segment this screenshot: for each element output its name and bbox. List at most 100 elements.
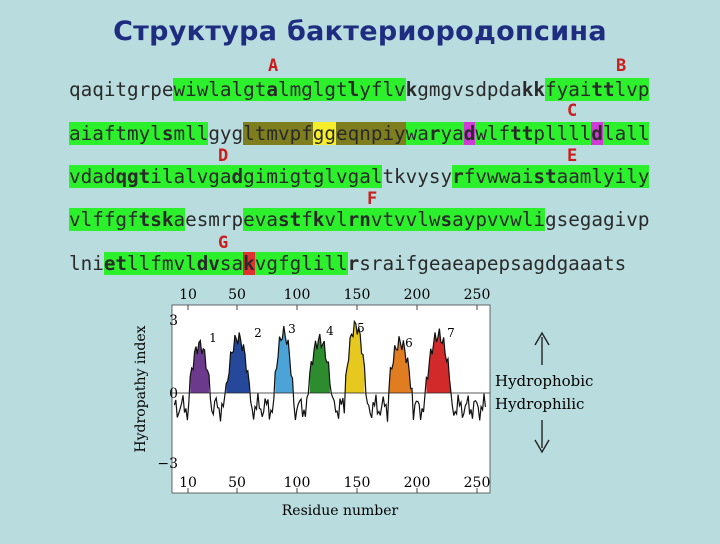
sequence-segment: wiwlalgt: [173, 78, 267, 101]
hydropathy-plot-svg: 10 50 100 150 200 250 10 50 100 150 200 …: [133, 287, 593, 519]
sequence-segment: f: [301, 208, 313, 231]
slide-title: Структура бактериородопсина: [113, 16, 607, 47]
segment-label-5: 5: [357, 321, 365, 335]
sequence-segment: aamlyily: [556, 165, 650, 188]
sequence-line-2: aiaftmylsmllgygltmvpfggeqnpiywaryadwlftt…: [69, 122, 650, 146]
sequence-segment: tkvysy: [382, 165, 453, 188]
sequence-segment: dv: [196, 252, 220, 275]
hydrophobic-segment-7: [426, 328, 451, 393]
sequence-segment: tsk: [138, 208, 174, 231]
sequence-segment: lni: [69, 252, 104, 275]
sequence-segment: r: [347, 252, 360, 275]
sequence-segment: gmgvsdpda: [417, 78, 522, 101]
sequence-segment: lmglgt: [277, 78, 348, 101]
x-tick-top-100: 100: [284, 287, 311, 303]
x-tick-bottom-150: 150: [344, 475, 371, 491]
hydrophilic-label: Hydrophilic: [495, 395, 584, 413]
hydrophobic-arrow: [534, 331, 550, 365]
sequence-segment: st: [533, 165, 557, 188]
sequence-segment: fyai: [544, 78, 592, 101]
sequence-segment: l: [347, 78, 360, 101]
sequence-segment: wa: [405, 122, 429, 145]
helix-label-c: C: [567, 101, 578, 121]
hydropathy-trace: [173, 319, 486, 422]
sequence-segment: gimigtglvgal: [243, 165, 383, 188]
plot-frame: [171, 304, 491, 494]
sequence-segment: d: [591, 122, 604, 145]
sequence-segment: mll: [173, 122, 209, 145]
sequence-segment: vl: [324, 208, 348, 231]
sequence-segment: gyg: [208, 122, 244, 145]
x-tick-top-150: 150: [344, 287, 371, 303]
y-tick-neg3: −3: [157, 456, 178, 472]
sequence-segment: ya: [440, 122, 464, 145]
sequence-segment: s: [161, 122, 174, 145]
x-tick-top-200: 200: [404, 287, 431, 303]
sequence-segment: qaqitgrpe: [69, 78, 174, 101]
sequence-segment: vlffgf: [69, 208, 139, 231]
sequence-segment: gg: [312, 122, 337, 145]
helix-label-f: F: [367, 189, 378, 209]
sequence-segment: eqnpiy: [336, 122, 406, 145]
sequence-segment: s: [440, 208, 453, 231]
sequence-segment: esmrp: [185, 208, 244, 231]
sequence-segment: wlf: [475, 122, 511, 145]
sequence-segment: llfmvl: [127, 252, 197, 275]
x-tick-bottom-50: 50: [228, 475, 246, 491]
segment-label-6: 6: [405, 336, 413, 350]
sequence-segment: rn: [347, 208, 371, 231]
sequence-segment: aypvvwli: [452, 208, 545, 231]
sequence-line-4: vlffgftskaesmrpevastfkvlrnvtvvlwsaypvvwl…: [69, 208, 649, 232]
x-tick-top-250: 250: [464, 287, 491, 303]
x-tick-top-10: 10: [179, 287, 197, 303]
x-tick-bottom-200: 200: [404, 475, 431, 491]
sequence-segment: r: [428, 122, 441, 145]
hydropathy-plot: 10 50 100 150 200 250 10 50 100 150 200 …: [120, 285, 720, 540]
x-tick-bottom-10: 10: [179, 475, 197, 491]
x-axis-label: Residue number: [282, 503, 399, 519]
sequence-line-1: qaqitgrpewiwlalgtalmglgtlyflvkgmgvsdpdak…: [69, 78, 650, 102]
sequence-segment: et: [103, 252, 128, 275]
sequence-segment: tt: [591, 78, 615, 101]
sequence-segment: k: [243, 252, 255, 275]
sequence-segment: yflv: [359, 78, 406, 101]
helix-label-d: D: [218, 146, 229, 166]
sequence-segment: kk: [521, 78, 545, 101]
sequence-segment: a: [266, 78, 278, 101]
sequence-segment: d: [463, 122, 476, 145]
y-tick-0: 0: [169, 386, 178, 402]
sequence-segment: sa: [219, 252, 244, 275]
sequence-segment: k: [312, 208, 325, 231]
sequence-segment: r: [452, 165, 464, 188]
sequence-segment: vgfglill: [254, 252, 348, 275]
segment-label-1: 1: [209, 331, 217, 345]
sequence-segment: aiaftmyl: [69, 122, 162, 145]
sequence-line-3: vdadqgtilalvgadgimigtglvgaltkvysyrfvwwai…: [69, 165, 650, 189]
sequence-segment: pllll: [533, 122, 592, 145]
helix-label-e: E: [567, 146, 578, 166]
sequence-segment: vdad: [69, 165, 116, 188]
sequence-segment: tt: [510, 122, 534, 145]
helix-label-a: A: [268, 56, 279, 76]
segment-label-3: 3: [288, 322, 296, 336]
sequence-segment: eva: [243, 208, 278, 231]
hydrophobic-label: Hydrophobic: [495, 372, 593, 390]
sequence-segment: lvp: [614, 78, 650, 101]
sequence-line-5: lnietllfmvldvsakvgfglillrsraifgeaeapepsa…: [69, 252, 626, 276]
x-tick-bottom-250: 250: [464, 475, 491, 491]
sequence-segment: sraifgeaeapepsagdgaaats: [359, 252, 627, 275]
x-tick-bottom-100: 100: [284, 475, 311, 491]
y-axis-label: Hydropathy index: [133, 325, 149, 452]
sequence-segment: ltmvpf: [243, 122, 313, 145]
sequence-segment: st: [277, 208, 302, 231]
helix-label-g: G: [218, 233, 229, 253]
sequence-segment: lall: [603, 122, 650, 145]
sequence-segment: ilalvga: [150, 165, 232, 188]
y-tick-3: 3: [169, 313, 178, 329]
segment-label-4: 4: [326, 324, 334, 338]
sequence-segment: fvwwai: [463, 165, 534, 188]
x-tick-top-50: 50: [228, 287, 246, 303]
sequence-segment: a: [173, 208, 186, 231]
plot-area: [172, 305, 490, 493]
sequence-segment: k: [405, 78, 418, 101]
